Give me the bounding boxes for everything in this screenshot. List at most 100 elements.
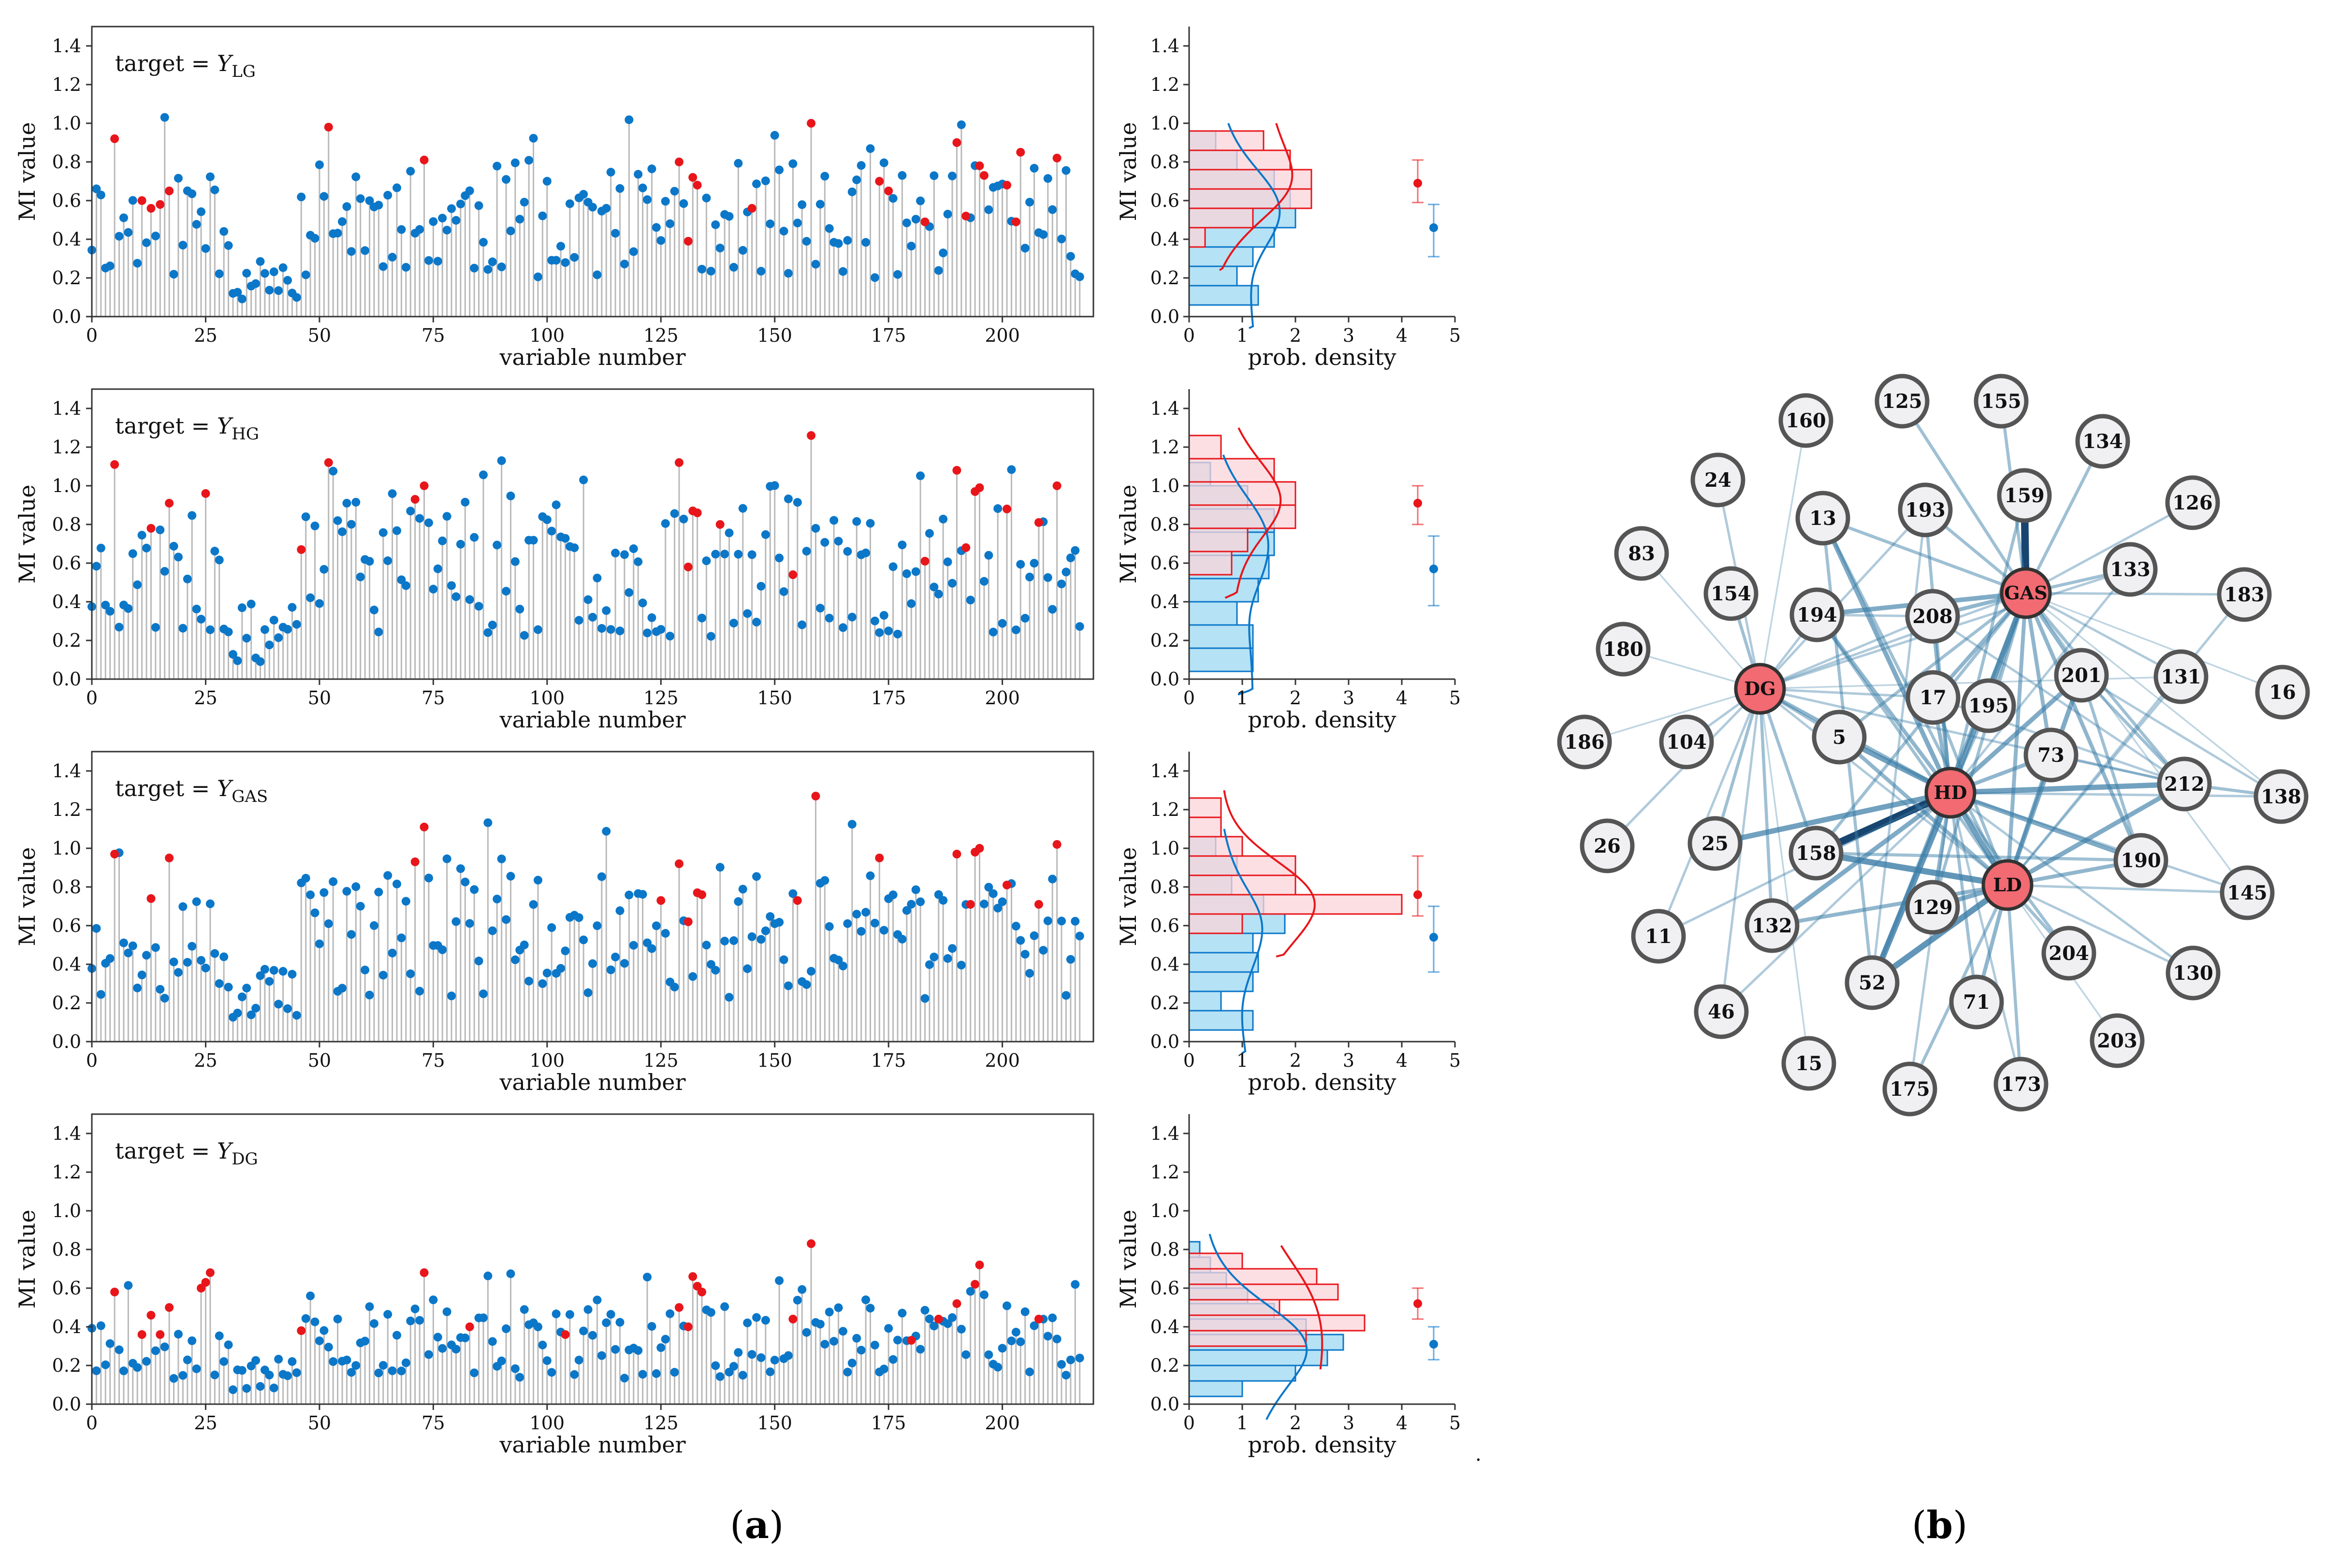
blue-point bbox=[342, 499, 351, 508]
blue-point bbox=[483, 265, 493, 274]
blue-point bbox=[998, 1344, 1007, 1353]
blue-point bbox=[879, 926, 888, 935]
red-point bbox=[975, 844, 984, 853]
blue-point bbox=[169, 958, 178, 967]
red-point bbox=[788, 570, 798, 579]
blue-point bbox=[606, 168, 615, 177]
blue-point bbox=[160, 566, 169, 576]
node-label-134: 134 bbox=[2082, 430, 2123, 453]
blue-point bbox=[274, 286, 283, 295]
red-point bbox=[979, 171, 989, 180]
blue-point bbox=[1057, 916, 1066, 926]
hist-y-tick-label: 0.6 bbox=[1150, 915, 1179, 936]
edge-LD-5 bbox=[1838, 735, 2009, 887]
blue-point bbox=[451, 917, 461, 926]
blue-point bbox=[634, 1346, 643, 1355]
blue-point bbox=[747, 1350, 756, 1359]
x-tick-label: 175 bbox=[871, 1412, 906, 1434]
blue-point bbox=[779, 955, 788, 964]
blue-point bbox=[320, 192, 329, 201]
x-axis-label: variable number bbox=[499, 1069, 685, 1095]
blue-point bbox=[479, 470, 488, 479]
blue-point bbox=[602, 1318, 611, 1327]
blue-point bbox=[274, 1000, 283, 1009]
blue-point bbox=[174, 174, 183, 183]
red-point bbox=[1034, 518, 1043, 527]
plot-frame bbox=[91, 1113, 1094, 1405]
node-label-180: 180 bbox=[1603, 638, 1643, 661]
blue-point bbox=[502, 587, 511, 596]
blue-point bbox=[347, 247, 356, 256]
blue-point bbox=[128, 941, 137, 950]
blue-point bbox=[893, 629, 902, 639]
blue-point bbox=[351, 172, 361, 181]
node-126 bbox=[2165, 475, 2220, 530]
red-point bbox=[297, 1326, 306, 1335]
red-density-bar bbox=[1188, 1314, 1366, 1332]
blue-point bbox=[579, 935, 588, 944]
y-axis-label: MI value bbox=[14, 485, 40, 584]
blue-point bbox=[237, 992, 247, 1002]
blue-point bbox=[188, 942, 197, 951]
red-density-bar bbox=[1188, 149, 1291, 171]
hist-y-tick-label: 0.8 bbox=[1150, 514, 1179, 535]
node-195 bbox=[1961, 678, 2016, 733]
edge-DG-131 bbox=[1759, 676, 2181, 690]
blue-point bbox=[957, 1324, 966, 1334]
x-tick-label: 50 bbox=[308, 325, 331, 346]
blue-point bbox=[378, 528, 388, 537]
density-hist-gas: 0.0 0.2 0.4 0.6 0.8 1.0 1.2 1.4 0 1 2 3 4 5 prob. dens… bbox=[1115, 752, 1461, 1095]
edge-GAS-16 bbox=[2025, 592, 2283, 693]
blue-density-bar bbox=[1188, 624, 1254, 649]
blue-point bbox=[670, 983, 679, 992]
mi-scatter-charts: 0.0 0.2 0.4 0.6 0.8 1.0 1.2 1.4 0 25 50 75 100 125 150… bbox=[14, 26, 1094, 1458]
hist-y-tick-label: 0.4 bbox=[1150, 954, 1179, 975]
blue-point bbox=[579, 1326, 588, 1336]
blue-point bbox=[315, 939, 324, 948]
blue-point bbox=[429, 1295, 438, 1305]
blue-point bbox=[242, 984, 251, 993]
blue-point bbox=[984, 1350, 993, 1359]
blue-point bbox=[620, 959, 629, 968]
y-tick-label: 1.2 bbox=[52, 436, 81, 458]
blue-point bbox=[957, 960, 966, 970]
blue-point bbox=[870, 273, 879, 282]
blue-point bbox=[989, 627, 998, 637]
blue-point bbox=[898, 540, 907, 550]
blue-point bbox=[415, 225, 424, 234]
blue-point bbox=[347, 1368, 356, 1377]
node-label-15: 15 bbox=[1795, 1052, 1822, 1075]
blue-point bbox=[1030, 559, 1039, 568]
hub-hd bbox=[1924, 767, 1977, 819]
blue-point bbox=[820, 876, 829, 885]
blue-point bbox=[124, 948, 133, 958]
node-173 bbox=[1993, 1057, 2049, 1112]
node-label-208: 208 bbox=[1912, 605, 1953, 628]
chart-title: target = YLG bbox=[115, 50, 256, 81]
blue-point bbox=[725, 993, 734, 1002]
blue-point bbox=[815, 604, 825, 613]
red-point bbox=[201, 489, 210, 498]
y-tick-label: 1.0 bbox=[52, 475, 81, 496]
blue-point bbox=[142, 951, 151, 960]
blue-point bbox=[169, 542, 178, 551]
blue-kde-curve bbox=[1223, 828, 1264, 1054]
blue-point bbox=[292, 1368, 301, 1377]
blue-point bbox=[1011, 625, 1020, 635]
hist-y-tick-label: 0.2 bbox=[1150, 1355, 1179, 1376]
blue-point bbox=[188, 1336, 197, 1345]
x-tick-label: 50 bbox=[308, 1050, 331, 1071]
blue-point bbox=[606, 1310, 615, 1319]
blue-point bbox=[647, 613, 656, 622]
blue-point bbox=[497, 456, 506, 465]
blue-point bbox=[119, 938, 128, 947]
blue-point bbox=[984, 205, 993, 214]
blue-point bbox=[283, 1004, 292, 1013]
blue-point bbox=[857, 1346, 866, 1355]
x-tick-label: 0 bbox=[86, 687, 98, 709]
red-point bbox=[674, 158, 683, 166]
blue-point bbox=[242, 634, 251, 643]
blue-point bbox=[820, 538, 829, 547]
blue-point bbox=[429, 584, 438, 594]
